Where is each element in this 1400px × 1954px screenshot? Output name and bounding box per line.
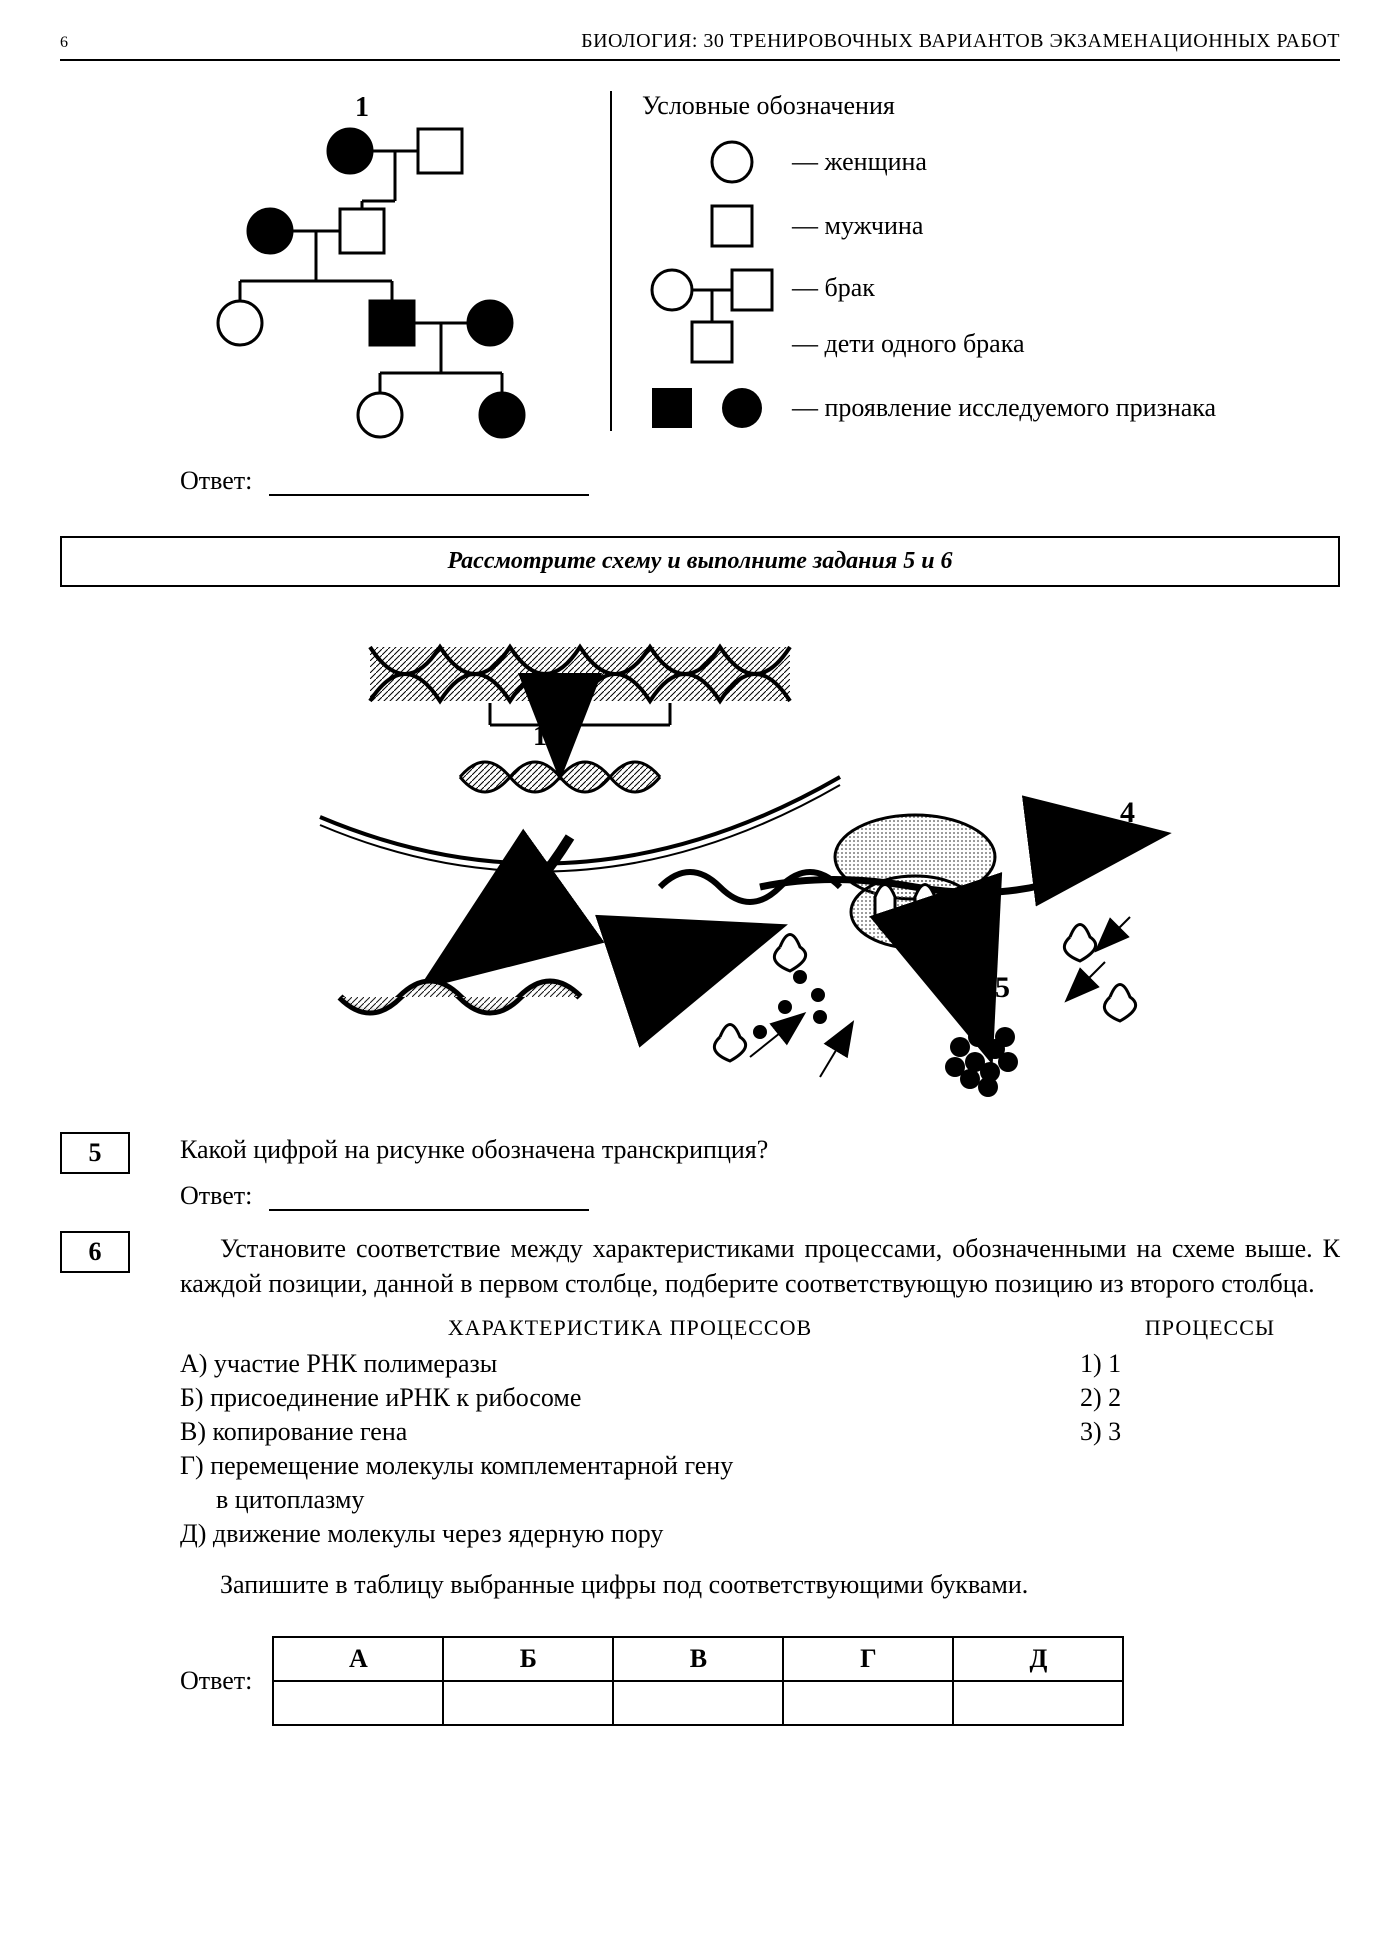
col-a: А [273,1637,443,1681]
q6-answer-table: А Б В Г Д [272,1636,1124,1726]
q6-opt-d: Д) движение молекулы через ядерную пору [180,1519,1080,1549]
cell-b[interactable] [443,1681,613,1725]
q5-text: Какой цифрой на рисунке обозначена транс… [180,1132,1340,1167]
svg-text:5: 5 [995,971,1010,1004]
pedigree-diagram: 1 [180,91,600,456]
q6-instr2: Запишите в таблицу выбранные цифры под с… [180,1567,1340,1602]
q6-opt-v: В) копирование гена [180,1417,1080,1447]
col-g: Г [783,1637,953,1681]
q5-number: 5 [60,1132,130,1174]
question-5: 5 Какой цифрой на рисунке обозначена тра… [60,1132,1340,1211]
q5-answer-label: Ответ: [180,1181,252,1210]
bio-diagram: 1 2 3 [260,617,1340,1102]
legend-female: — женщина [642,139,1340,185]
q5-answer-blank[interactable] [269,1185,589,1211]
q6-paragraph: Установите соответствие между характерис… [180,1231,1340,1301]
cell-a[interactable] [273,1681,443,1725]
instruction-box: Рассмотрите схему и выполните задания 5 … [60,536,1340,587]
col-b: Б [443,1637,613,1681]
answer-pedigree: Ответ: [180,466,1340,496]
legend: Условные обозначения — женщина — мужчина [642,91,1340,456]
q6-opt-a: А) участие РНК полимеразы [180,1349,1080,1379]
q6-p1: 1) 1 [1080,1349,1340,1379]
legend-male: — мужчина [642,203,1340,249]
q6-opt-b: Б) присоединение иРНК к рибосоме [180,1383,1080,1413]
pedigree-and-legend: 1 [180,91,1340,456]
answer-blank[interactable] [269,470,589,496]
q6-left-head: ХАРАКТЕРИСТИКА ПРОЦЕССОВ [180,1315,1080,1341]
q6-number: 6 [60,1231,130,1273]
vertical-divider [610,91,612,431]
page-header: 6 БИОЛОГИЯ: 30 ТРЕНИРОВОЧНЫХ ВАРИАНТОВ Э… [60,30,1340,61]
q6-p3: 3) 3 [1080,1417,1340,1447]
q6-opt-g1: Г) перемещение молекулы комплементарной … [180,1451,1080,1481]
cell-d[interactable] [953,1681,1123,1725]
page-number: 6 [60,34,68,52]
legend-marriage: — брак — дети одного брака [642,267,1340,367]
q6-answer-label: Ответ: [180,1666,252,1696]
book-title: БИОЛОГИЯ: 30 ТРЕНИРОВОЧНЫХ ВАРИАНТОВ ЭКЗ… [581,30,1340,53]
svg-text:4: 4 [1120,796,1135,829]
cell-v[interactable] [613,1681,783,1725]
pedigree-label-1: 1 [355,92,369,123]
col-v: В [613,1637,783,1681]
q6-right-head: ПРОЦЕССЫ [1080,1315,1340,1341]
q6-answer-table-row: Ответ: А Б В Г Д [180,1636,1340,1726]
q6-opt-g2: в цитоплазму [180,1485,1080,1515]
svg-text:1: 1 [533,721,547,752]
cell-g[interactable] [783,1681,953,1725]
legend-title: Условные обозначения [642,91,1340,121]
legend-trait: — проявление исследуемого признака [642,385,1340,431]
col-d: Д [953,1637,1123,1681]
question-6: 6 Установите соответствие между характер… [60,1231,1340,1616]
svg-text:2: 2 [498,906,513,939]
svg-text:3: 3 [690,969,705,1002]
q6-p2: 2) 2 [1080,1383,1340,1413]
